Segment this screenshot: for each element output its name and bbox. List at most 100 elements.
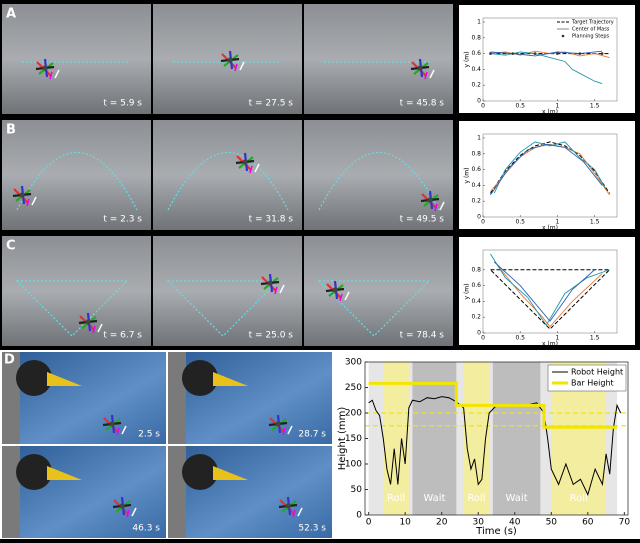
axes (482, 133, 618, 218)
arrow (54, 69, 60, 79)
x-tick-label: 1 (556, 103, 560, 110)
y-tick-label: 1 (477, 134, 481, 141)
x-tick-label: 50 (546, 518, 558, 528)
robot-hub (267, 280, 273, 286)
y-tick-label: 50 (351, 485, 363, 495)
x-tick-label: 20 (436, 518, 448, 528)
x-tick-label: 0 (481, 219, 485, 226)
series-line (490, 50, 603, 57)
region (492, 362, 541, 515)
x-axis-label: Time (s) (475, 526, 517, 537)
time-label: 2.5 s (138, 430, 160, 440)
y-tick-label: 150 (345, 434, 362, 444)
series-line (493, 261, 595, 322)
time-label: t = 5.9 s (103, 99, 142, 109)
y-tick-label: 0.4 (471, 298, 481, 305)
frame-post (2, 352, 20, 444)
x-axis-label: x (m) (542, 225, 558, 232)
frame-post (168, 446, 186, 538)
x-tick-label: 1 (556, 335, 560, 342)
arrow (92, 325, 96, 334)
photo (153, 236, 302, 346)
arrow (97, 323, 103, 333)
robot-hub (427, 197, 433, 203)
photo (304, 4, 453, 114)
x-tick-label: 0 (481, 103, 485, 110)
y-tick-label: 0 (356, 511, 362, 521)
axes (482, 17, 618, 102)
series-line (493, 141, 607, 194)
legend-label: Robot Height (571, 368, 623, 377)
y-tick-label: 0.2 (471, 82, 481, 89)
arrow (116, 427, 120, 436)
y-tick-label: 0.6 (471, 282, 481, 289)
arrow (292, 509, 296, 518)
legend-label: Planning Steps (572, 34, 610, 40)
target-path (167, 152, 289, 211)
region (383, 362, 409, 515)
y-tick-label: 1 (477, 18, 481, 25)
y-tick-label: 0.2 (471, 198, 481, 205)
y-tick-label: 0 (477, 330, 481, 337)
region (463, 362, 490, 515)
region-label: Wait (506, 493, 528, 504)
series-line (490, 253, 610, 326)
wheel (182, 360, 218, 396)
target-path (16, 152, 138, 211)
y-tick-label: 0.8 (471, 150, 481, 157)
chart-bg (457, 235, 637, 347)
target-path (166, 280, 280, 337)
panel-letter: D (4, 353, 15, 368)
arrow (131, 507, 137, 517)
arrow (279, 284, 285, 294)
target-path (318, 152, 440, 211)
robot-hub (85, 319, 91, 325)
y-tick-label: 0.2 (471, 314, 481, 321)
time-label: t = 45.8 s (400, 99, 445, 109)
frame-post (168, 352, 186, 444)
series-line (490, 143, 610, 196)
robot-hub (285, 503, 291, 509)
time-label: t = 31.8 s (249, 215, 294, 225)
legend-label: Bar Height (571, 379, 614, 388)
arrow (126, 509, 130, 518)
axes (482, 249, 618, 334)
y-axis-label: y (m) (464, 168, 471, 184)
arrow (254, 163, 260, 173)
chart-bg (457, 119, 637, 231)
y-tick-label: 250 (345, 383, 362, 393)
arrow (49, 71, 53, 80)
planning-step (556, 52, 559, 55)
y-axis-label: Height (mm) (337, 407, 348, 471)
x-axis-label: x (m) (542, 109, 558, 116)
y-tick-label: 0.8 (471, 34, 481, 41)
target-path (317, 280, 431, 337)
x-tick-label: 40 (509, 518, 521, 528)
robot-hub (332, 287, 338, 293)
arrow (339, 293, 343, 302)
photo (2, 120, 151, 230)
x-tick-label: 10 (399, 518, 411, 528)
x-tick-label: 0.5 (515, 219, 525, 226)
arrow (31, 196, 37, 206)
x-tick-label: 1.5 (590, 219, 600, 226)
x-tick-label: 60 (582, 518, 594, 528)
robot-hub (242, 159, 248, 165)
y-tick-label: 0.8 (471, 266, 481, 273)
y-tick-label: 0.6 (471, 50, 481, 57)
legend-label: Target Trajectory (571, 20, 614, 26)
x-tick-label: 70 (619, 518, 631, 528)
robot-hub (119, 503, 125, 509)
wheel (16, 360, 52, 396)
series-line (497, 265, 603, 328)
photo (153, 120, 302, 230)
robot-hub (227, 57, 233, 63)
cone (47, 466, 82, 480)
y-tick-label: 0.6 (471, 166, 481, 173)
region (412, 362, 457, 515)
arrow (274, 286, 278, 295)
arrow (297, 507, 303, 517)
photo (2, 236, 151, 346)
series-line (368, 396, 622, 497)
